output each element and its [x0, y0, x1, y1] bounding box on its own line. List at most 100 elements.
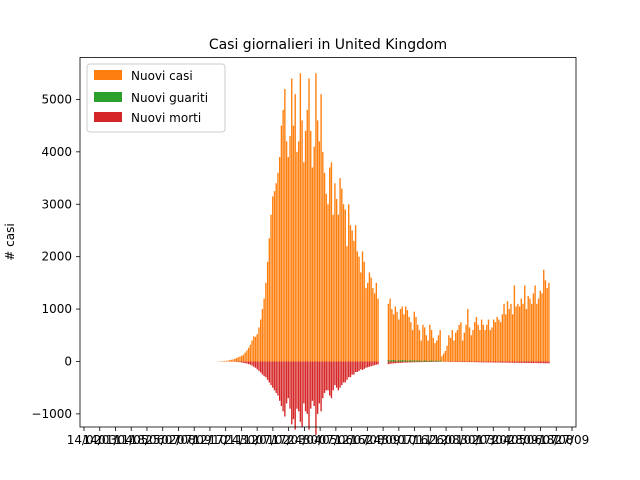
bar-nuovi-casi [223, 360, 226, 362]
bar-nuovi-casi [285, 141, 288, 362]
bar-nuovi-morti [297, 361, 300, 412]
bar-nuovi-casi [339, 178, 341, 362]
bar-nuovi-guariti [420, 360, 422, 362]
bar-nuovi-casi [544, 280, 547, 362]
legend-swatch-cases [94, 70, 122, 80]
bar-nuovi-morti [493, 361, 495, 363]
bar-nuovi-morti [513, 361, 516, 363]
bar-nuovi-casi [241, 355, 243, 362]
x-tick-label: 30/10 [382, 433, 417, 447]
bar-nuovi-morti [368, 361, 371, 367]
bar-nuovi-guariti [439, 360, 441, 362]
bar-nuovi-casi [263, 298, 265, 362]
bar-nuovi-casi [244, 352, 246, 362]
bar-nuovi-morti [463, 361, 466, 363]
x-tick-label: 07/11 [397, 433, 432, 447]
bar-nuovi-morti [266, 361, 269, 380]
bar-nuovi-morti [527, 361, 529, 364]
bar-nuovi-casi [515, 306, 517, 362]
bar-nuovi-casi [292, 125, 295, 362]
bar-nuovi-casi [465, 324, 467, 362]
bar-nuovi-casi [458, 324, 460, 362]
bar-nuovi-casi [413, 311, 415, 362]
bar-nuovi-guariti [398, 360, 400, 362]
bar-nuovi-casi [494, 322, 497, 362]
bar-nuovi-casi [370, 277, 372, 362]
bar-nuovi-morti [413, 361, 415, 363]
bar-nuovi-morti [344, 361, 346, 383]
x-tick-label: 25/07 [145, 433, 180, 447]
y-tick-label: 3000 [41, 197, 72, 211]
bar-nuovi-morti [339, 361, 341, 388]
bar-nuovi-morti [354, 361, 357, 372]
bar-nuovi-guariti [423, 360, 426, 362]
bar-nuovi-guariti [415, 360, 417, 362]
bar-nuovi-morti [487, 361, 490, 363]
bar-nuovi-morti [251, 361, 253, 366]
bar-nuovi-morti [370, 361, 372, 367]
bar-nuovi-casi [401, 306, 403, 362]
bar-nuovi-casi [335, 199, 338, 362]
bar-nuovi-casi [496, 316, 498, 362]
x-axis: 14/0214/0301/0411/0518/0625/0702/0807/09… [67, 427, 589, 447]
x-tick-label: 16/08 [350, 433, 385, 447]
bar-nuovi-casi [329, 167, 331, 362]
bar-nuovi-morti [329, 361, 331, 396]
bar-nuovi-casi [543, 269, 545, 362]
bar-nuovi-morti [468, 361, 471, 363]
x-tick-label: 12/07 [334, 433, 369, 447]
bar-nuovi-morti [484, 361, 486, 363]
bar-nuovi-morti [537, 361, 540, 364]
bar-nuovi-morti [367, 361, 369, 368]
bar-nuovi-morti [410, 361, 412, 363]
bar-nuovi-morti [272, 361, 274, 388]
bar-nuovi-casi [422, 324, 424, 362]
x-tick-label: 02/08 [161, 433, 196, 447]
legend-swatch-deaths [94, 112, 122, 122]
bar-nuovi-morti [548, 361, 550, 364]
bar-nuovi-casi [472, 330, 474, 362]
bar-nuovi-casi [310, 130, 312, 362]
bar-nuovi-casi [316, 120, 319, 362]
bar-nuovi-casi [351, 230, 353, 362]
bar-nuovi-morti [372, 361, 374, 366]
bar-nuovi-morti [403, 361, 405, 363]
bar-nuovi-morti [491, 361, 493, 363]
bar-nuovi-casi [482, 324, 485, 362]
bar-nuovi-casi [427, 340, 429, 362]
bar-nuovi-casi [429, 324, 431, 362]
bar-nuovi-morti [254, 361, 257, 368]
bar-nuovi-casi [249, 344, 252, 362]
bar-nuovi-casi [436, 340, 438, 362]
bar-nuovi-morti [541, 361, 543, 364]
bar-nuovi-casi [282, 109, 284, 362]
bar-nuovi-casi [368, 272, 371, 362]
bar-nuovi-casi [499, 322, 502, 362]
bar-nuovi-morti [287, 361, 289, 399]
bar-nuovi-morti [256, 361, 258, 370]
bar-nuovi-morti [299, 361, 302, 422]
x-tick-label: 01/04 [98, 433, 133, 447]
bar-nuovi-morti [377, 361, 379, 365]
bar-nuovi-morti [387, 361, 390, 365]
bar-nuovi-casi [541, 293, 543, 362]
bar-nuovi-casi [432, 337, 434, 362]
bar-nuovi-casi [277, 172, 279, 362]
bar-nuovi-casi [222, 360, 224, 362]
bar-nuovi-casi [230, 359, 233, 362]
bar-nuovi-morti [506, 361, 509, 363]
x-tick-label: 18/06 [130, 433, 165, 447]
bar-nuovi-morti [472, 361, 474, 363]
bar-nuovi-casi [546, 288, 548, 362]
bar-nuovi-casi [486, 324, 488, 362]
bar-nuovi-casi [398, 319, 400, 362]
bar-nuovi-casi [301, 120, 303, 362]
bar-nuovi-casi [242, 354, 245, 362]
y-tick-label: 2000 [41, 250, 72, 264]
bar-nuovi-morti [330, 361, 333, 399]
bar-nuovi-casi [539, 290, 541, 362]
bar-nuovi-casi [530, 303, 533, 362]
legend-swatch-recovered [94, 92, 122, 102]
bar-nuovi-casi [365, 288, 367, 362]
